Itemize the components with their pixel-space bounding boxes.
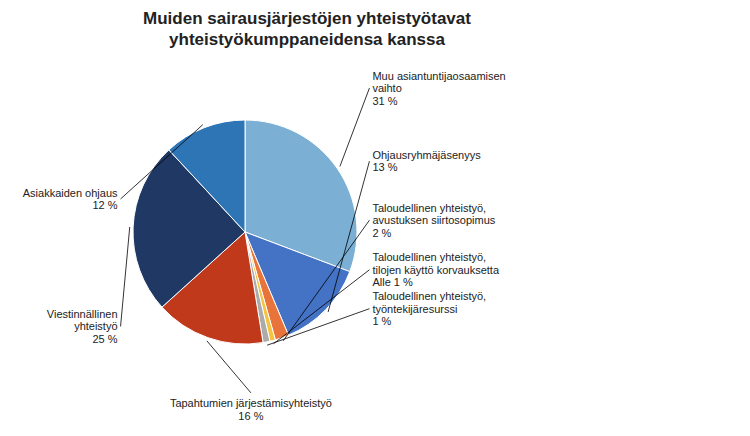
- label-line: Viestinnällinen: [47, 308, 118, 320]
- title-line: Muiden sairausjärjestöjen yhteistyötavat: [143, 9, 471, 28]
- slice-label: Taloudellinen yhteistyö,tilojen käyttö k…: [372, 251, 499, 288]
- label-line: työntekijäresurssi: [372, 303, 457, 315]
- leader-line: [121, 125, 203, 199]
- label-line: yhteistyö: [74, 320, 117, 332]
- slice-label: Muu asiantuntijaosaamisenvaihto31 %: [372, 70, 505, 107]
- leader-line: [121, 227, 130, 326]
- label-line: Taloudellinen yhteistyö,: [372, 202, 486, 214]
- label-line: 31 %: [372, 95, 397, 107]
- leader-line: [207, 341, 251, 393]
- label-line: vaihto: [372, 82, 401, 94]
- pie-slice: [169, 120, 245, 232]
- label-line: 12 %: [92, 199, 117, 211]
- label-line: Alle 1 %: [372, 276, 413, 288]
- leader-line: [267, 309, 369, 346]
- label-line: Tapahtumien järjestämisyhteistyö: [170, 397, 332, 409]
- labels: Muu asiantuntijaosaamisenvaihto31 % Ohjau…: [23, 70, 506, 422]
- leader-line: [273, 270, 369, 344]
- title-line: yhteistyökumppaneidensa kanssa: [169, 30, 445, 49]
- label-line: 13 %: [372, 161, 397, 173]
- label-line: 25 %: [92, 333, 117, 345]
- slice-label: Tapahtumien järjestämisyhteistyö16 %: [170, 397, 332, 422]
- slice-label: Ohjausryhmäjäsenyys13 %: [372, 149, 481, 174]
- chart-title: Muiden sairausjärjestöjen yhteistyötavat…: [143, 9, 471, 49]
- slice-label: Viestinnällinenyhteistyö25 %: [47, 308, 118, 345]
- label-line: Ohjausryhmäjäsenyys: [372, 149, 481, 161]
- label-line: Asiakkaiden ohjaus: [23, 187, 118, 199]
- pie: [133, 120, 357, 344]
- label-line: tilojen käyttö korvauksetta: [372, 264, 499, 276]
- slice-label: Taloudellinen yhteistyö,työntekijäresurs…: [372, 290, 486, 327]
- label-line: Taloudellinen yhteistyö,: [372, 290, 486, 302]
- chart-svg: Muiden sairausjärjestöjen yhteistyötavat…: [0, 0, 750, 436]
- label-line: 2 %: [372, 227, 391, 239]
- label-line: Muu asiantuntijaosaamisen: [372, 70, 505, 82]
- label-line: 1 %: [372, 315, 391, 327]
- chart-container: Muiden sairausjärjestöjen yhteistyötavat…: [0, 0, 750, 436]
- label-line: Taloudellinen yhteistyö,: [372, 251, 486, 263]
- label-line: avustuksen siirtosopimus: [372, 214, 495, 226]
- leader-line: [340, 88, 370, 166]
- slice-label: Asiakkaiden ohjaus12 %: [23, 187, 118, 212]
- leader-line: [283, 220, 369, 341]
- label-line: 16 %: [238, 410, 263, 422]
- leader-line: [328, 161, 369, 312]
- slice-label: Taloudellinen yhteistyö,avustuksen siirt…: [372, 202, 495, 239]
